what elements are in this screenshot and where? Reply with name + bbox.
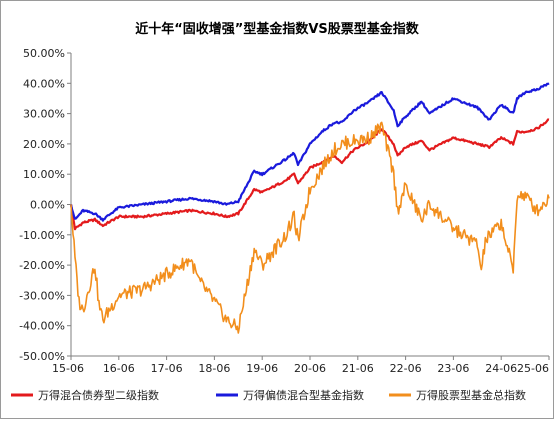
y-axis: -50.00% -40.00% -30.00% -20.00% -10.00% 0.00%… bbox=[19, 47, 72, 363]
y-tick-label: 40.00% bbox=[23, 77, 65, 90]
x-tick-label: 22-06 bbox=[390, 362, 422, 375]
legend-label-3: 万得股票型基金总指数 bbox=[416, 388, 526, 402]
x-tick-label: 21-06 bbox=[342, 362, 374, 375]
x-tick-label: 24-06 bbox=[485, 362, 517, 375]
x-tick-label: 18-06 bbox=[198, 362, 230, 375]
series-line-1 bbox=[69, 118, 550, 231]
x-tick-label: 23-06 bbox=[437, 362, 469, 375]
y-tick-label: -50.00% bbox=[19, 350, 65, 363]
series-line-2 bbox=[69, 82, 550, 222]
x-tick-label: 20-06 bbox=[294, 362, 326, 375]
y-tick-label: -20.00% bbox=[19, 259, 65, 272]
chart-title: 近十年“固收增强”型基金指数VS股票型基金指数 bbox=[135, 21, 420, 37]
y-tick-label: 20.00% bbox=[23, 138, 65, 151]
x-axis: 15-06 16-06 17-06 18-06 19-06 20-06 21-06 22-06… bbox=[52, 355, 550, 375]
x-tick-label: 17-06 bbox=[151, 362, 183, 375]
x-tick-label: 25-06 bbox=[517, 362, 549, 375]
y-tick-label: 10.00% bbox=[23, 168, 65, 181]
x-tick-label: 16-06 bbox=[103, 362, 135, 375]
y-tick-label: -30.00% bbox=[19, 289, 65, 302]
series-line-3 bbox=[70, 121, 550, 334]
y-tick-label: -40.00% bbox=[19, 320, 65, 333]
y-tick-label: 30.00% bbox=[23, 108, 65, 121]
legend: 万得混合债券型二级指数 万得偏债混合型基金指数 万得股票型基金总指数 bbox=[11, 388, 526, 402]
plot-lines bbox=[69, 82, 550, 334]
y-tick-label: -10.00% bbox=[19, 229, 65, 242]
legend-label-1: 万得混合债券型二级指数 bbox=[38, 388, 159, 402]
x-tick-label: 19-06 bbox=[246, 362, 278, 375]
x-tick-label: 15-06 bbox=[52, 362, 84, 375]
y-tick-label: 0.00% bbox=[30, 199, 65, 212]
legend-label-2: 万得偏债混合型基金指数 bbox=[243, 388, 364, 402]
y-tick-label: 50.00% bbox=[23, 47, 65, 60]
